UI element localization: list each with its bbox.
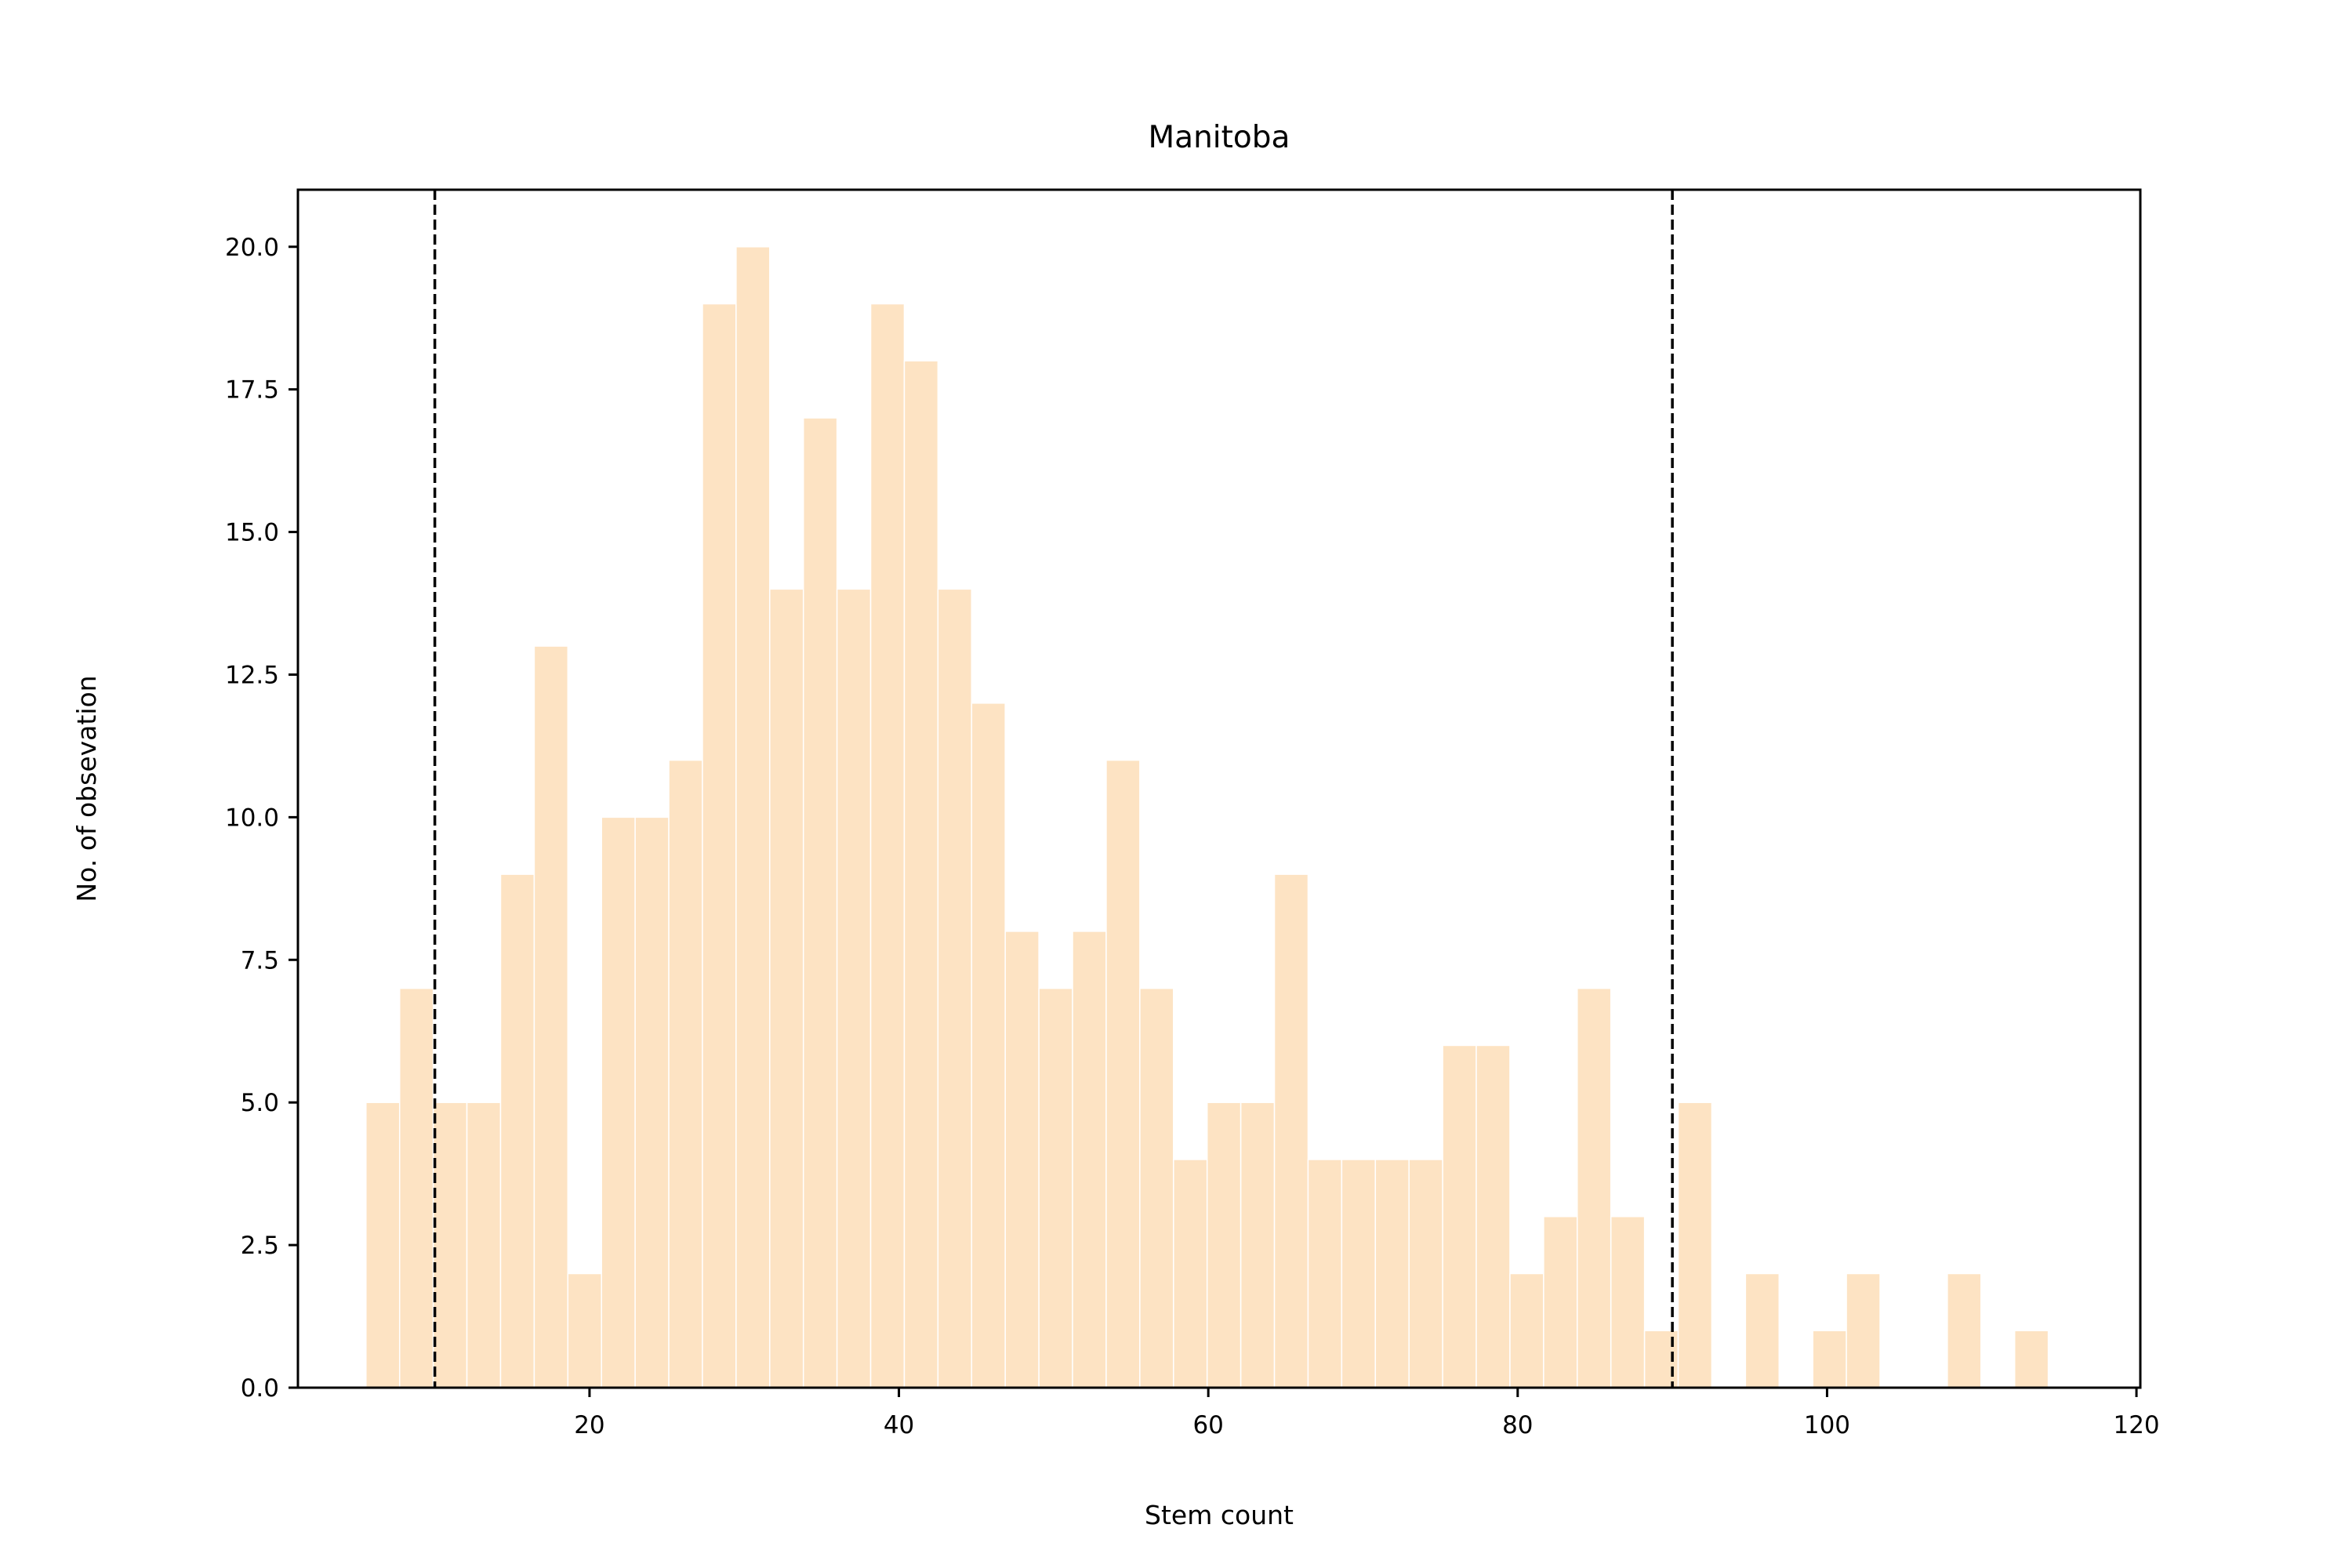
histogram-bar bbox=[1408, 1159, 1443, 1388]
y-tick-label: 17.5 bbox=[225, 376, 279, 405]
histogram-bar bbox=[769, 588, 804, 1388]
histogram-bar bbox=[1374, 1159, 1410, 1388]
histogram-bar bbox=[1744, 1272, 1780, 1388]
histogram-bars bbox=[365, 246, 2049, 1388]
histogram-bar bbox=[432, 1102, 468, 1388]
y-tick-label: 20.0 bbox=[225, 234, 279, 262]
histogram-bar bbox=[1442, 1044, 1477, 1388]
y-tick-label: 10.0 bbox=[225, 804, 279, 832]
histogram-bar bbox=[499, 873, 535, 1388]
histogram-bar bbox=[466, 1102, 502, 1388]
histogram-bar bbox=[365, 1102, 401, 1388]
histogram-bar bbox=[903, 360, 939, 1388]
histogram-bar bbox=[1072, 931, 1107, 1388]
y-tick-label: 7.5 bbox=[241, 946, 279, 975]
histogram-bar bbox=[1846, 1272, 1881, 1388]
histogram-bar bbox=[1475, 1044, 1511, 1388]
histogram-bar bbox=[398, 987, 434, 1388]
histogram-bar bbox=[1543, 1215, 1578, 1388]
histogram-bar bbox=[971, 702, 1006, 1388]
histogram-bar bbox=[1341, 1159, 1377, 1388]
histogram-bar bbox=[802, 417, 838, 1388]
y-tick-label: 0.0 bbox=[241, 1374, 279, 1403]
x-axis-ticks: 20 40 60 80 100 120 bbox=[574, 1388, 2160, 1439]
histogram-bar bbox=[735, 246, 771, 1388]
histogram-bar bbox=[1139, 987, 1174, 1388]
x-tick-label: 40 bbox=[884, 1411, 914, 1439]
histogram-bar bbox=[937, 588, 973, 1388]
histogram-bar bbox=[1677, 1102, 1713, 1388]
y-tick-label: 12.5 bbox=[225, 661, 279, 689]
histogram-bar bbox=[836, 588, 872, 1388]
histogram-bar bbox=[634, 816, 670, 1388]
y-tick-label: 2.5 bbox=[241, 1232, 279, 1260]
histogram-bar bbox=[1812, 1330, 1847, 1388]
x-tick-label: 60 bbox=[1192, 1411, 1223, 1439]
x-tick-label: 20 bbox=[574, 1411, 604, 1439]
chart-title: Manitoba bbox=[1149, 120, 1290, 155]
histogram-bar bbox=[533, 645, 569, 1388]
histogram-bar bbox=[1240, 1102, 1276, 1388]
histogram-bar bbox=[1307, 1159, 1343, 1388]
y-axis-label: No. of obsevation bbox=[71, 675, 102, 902]
histogram-bar bbox=[567, 1272, 602, 1388]
threshold-lines bbox=[433, 190, 1674, 1388]
histogram-bar bbox=[601, 816, 636, 1388]
x-axis-label: Stem count bbox=[1145, 1500, 1294, 1530]
histogram-bar bbox=[1610, 1215, 1646, 1388]
histogram-bar bbox=[702, 303, 737, 1388]
histogram-bar bbox=[1947, 1272, 1982, 1388]
x-tick-label: 100 bbox=[1804, 1411, 1850, 1439]
y-tick-label: 15.0 bbox=[225, 519, 279, 547]
histogram-bar bbox=[1577, 987, 1612, 1388]
histogram-bar bbox=[1105, 759, 1141, 1388]
histogram-bar bbox=[2013, 1330, 2049, 1388]
x-tick-label: 120 bbox=[2113, 1411, 2159, 1439]
y-tick-label: 5.0 bbox=[241, 1089, 279, 1117]
histogram-bar bbox=[1038, 987, 1073, 1388]
plot-frame bbox=[296, 188, 2142, 1389]
histogram-bar bbox=[1273, 873, 1309, 1388]
histogram-bar bbox=[1173, 1159, 1208, 1388]
histogram-bar bbox=[869, 303, 906, 1388]
histogram-bar bbox=[1206, 1102, 1242, 1388]
y-axis-ticks: 0.0 2.5 5.0 7.5 10.0 12.5 15.0 17.5 20.0 bbox=[225, 234, 298, 1403]
histogram-bar bbox=[1004, 931, 1040, 1388]
histogram-bar bbox=[1509, 1272, 1544, 1388]
histogram-bar bbox=[668, 759, 703, 1388]
x-tick-label: 80 bbox=[1502, 1411, 1533, 1439]
